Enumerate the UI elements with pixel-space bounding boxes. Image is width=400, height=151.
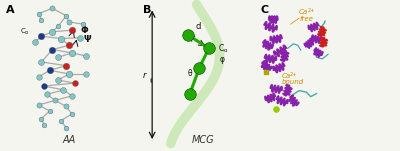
- Point: [49, 7, 56, 10]
- Point: [66, 44, 72, 47]
- Point: [82, 55, 89, 57]
- Point: [60, 89, 67, 91]
- Text: d: d: [196, 22, 201, 31]
- Point: [41, 124, 47, 127]
- Text: 2+: 2+: [307, 8, 314, 13]
- Point: [66, 21, 72, 23]
- Point: [46, 110, 53, 112]
- Point: [55, 56, 61, 59]
- Point: [52, 99, 58, 102]
- Point: [44, 93, 50, 96]
- Point: [49, 31, 56, 33]
- Point: [36, 76, 42, 78]
- Point: [41, 85, 47, 87]
- Point: [63, 105, 70, 108]
- Text: MCG: MCG: [192, 135, 214, 145]
- Point: [63, 15, 70, 17]
- Text: Φ: Φ: [81, 26, 89, 35]
- Point: [196, 67, 202, 69]
- Point: [66, 73, 72, 75]
- Point: [55, 25, 61, 28]
- Text: Ψ: Ψ: [84, 35, 92, 44]
- Text: AA: AA: [62, 135, 76, 145]
- Text: Ca: Ca: [282, 73, 291, 79]
- Point: [82, 73, 89, 75]
- Point: [38, 35, 44, 37]
- Point: [77, 37, 83, 39]
- Text: C$_\mathregular{\alpha}$: C$_\mathregular{\alpha}$: [20, 27, 30, 37]
- Text: r: r: [143, 71, 146, 80]
- Point: [80, 23, 86, 25]
- Point: [31, 41, 38, 43]
- Point: [38, 19, 44, 22]
- Point: [63, 126, 70, 129]
- Point: [68, 29, 75, 31]
- Text: bound: bound: [282, 79, 304, 85]
- Point: [71, 82, 78, 84]
- Point: [38, 61, 44, 63]
- Point: [46, 69, 53, 71]
- Point: [187, 92, 193, 95]
- Point: [58, 120, 64, 122]
- Text: B: B: [143, 5, 151, 14]
- Point: [68, 113, 75, 115]
- Text: C$_\mathregular{\alpha}$: C$_\mathregular{\alpha}$: [218, 43, 229, 55]
- Point: [273, 108, 279, 110]
- Point: [36, 104, 42, 106]
- Point: [49, 48, 56, 51]
- Point: [36, 12, 42, 15]
- Point: [263, 71, 269, 74]
- Text: ij: ij: [149, 78, 153, 83]
- Point: [68, 52, 75, 54]
- Text: C: C: [260, 5, 268, 14]
- Text: Ca: Ca: [299, 9, 308, 15]
- Point: [206, 47, 212, 50]
- Text: 2+: 2+: [290, 72, 297, 77]
- Text: φ: φ: [220, 55, 224, 64]
- Point: [184, 34, 191, 36]
- Point: [63, 64, 70, 67]
- Text: free: free: [299, 16, 313, 22]
- Point: [38, 117, 44, 120]
- Text: θ: θ: [188, 69, 192, 79]
- Point: [58, 37, 64, 40]
- Text: A: A: [6, 5, 14, 14]
- Point: [68, 95, 75, 97]
- Point: [55, 79, 61, 81]
